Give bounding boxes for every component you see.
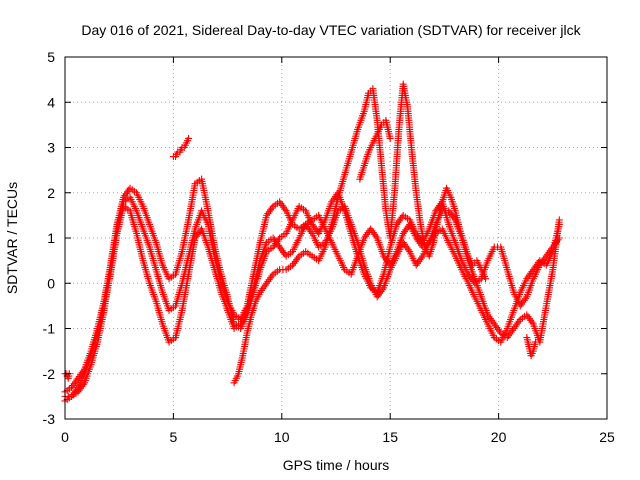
y-tick-label: 4: [47, 94, 55, 110]
y-tick-label: 5: [47, 49, 55, 65]
x-tick-label: 5: [170, 429, 178, 445]
x-tick-label: 15: [382, 429, 398, 445]
series-cluster-2: [61, 370, 73, 382]
data-point: [482, 275, 490, 283]
series-track-c: [61, 202, 563, 400]
y-tick-label: -3: [43, 411, 56, 427]
y-tick-label: -2: [43, 366, 56, 382]
data-point: [386, 134, 394, 142]
series-cluster-3: [356, 116, 394, 183]
y-tick-label: 2: [47, 185, 55, 201]
x-tick-label: 0: [61, 429, 69, 445]
axis-ticks: 0 5 10 15 20 25 -3 -2 -1 0 1 2 3 4 5: [43, 49, 615, 445]
data-point: [555, 216, 563, 224]
y-tick-label: 0: [47, 275, 55, 291]
y-axis-label: SDTVAR / TECUs: [4, 182, 20, 294]
data-points: [61, 80, 563, 405]
chart-title: Day 016 of 2021, Sidereal Day-to-day VTE…: [81, 22, 581, 38]
x-tick-label: 25: [599, 429, 615, 445]
x-tick-label: 20: [491, 429, 507, 445]
x-tick-label: 10: [274, 429, 290, 445]
series-cluster-1: [169, 134, 193, 161]
data-point: [185, 134, 193, 142]
y-tick-label: 3: [47, 140, 55, 156]
x-axis-label: GPS time / hours: [283, 457, 390, 473]
series-cluster-4: [523, 334, 539, 360]
data-point: [531, 338, 539, 346]
series-track-d: [230, 80, 490, 387]
y-tick-label: -1: [43, 321, 56, 337]
y-tick-label: 1: [47, 230, 55, 246]
